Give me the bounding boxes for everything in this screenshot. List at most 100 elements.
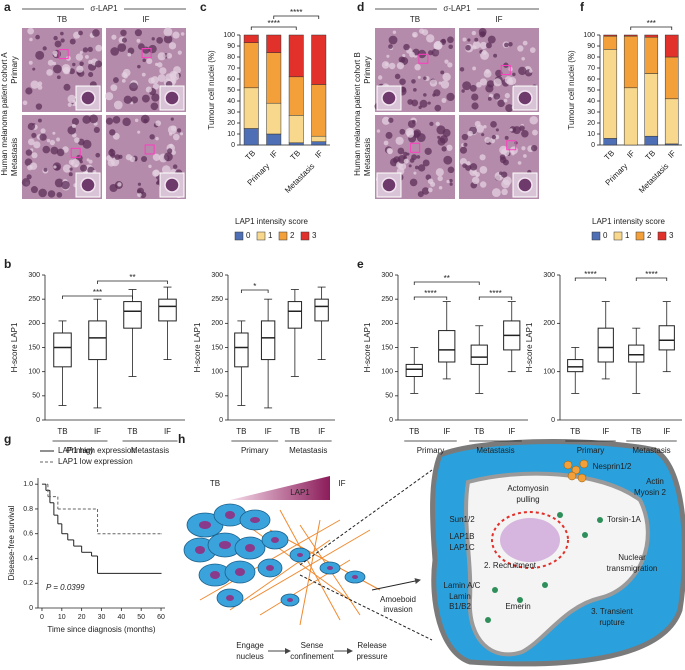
tissue-texture [123, 95, 132, 104]
tissue-texture [159, 67, 167, 75]
inset-nucleus [381, 90, 397, 106]
process-label: 3. Transient [591, 607, 634, 616]
tissue-texture [406, 130, 415, 138]
tissue-texture [42, 46, 47, 51]
y-tick-label: 100 [28, 369, 40, 376]
process-label: transmigration [607, 564, 658, 573]
tissue-texture [61, 64, 71, 73]
panel-label: b [4, 257, 11, 271]
tissue-texture [479, 154, 486, 161]
tissue-texture [137, 189, 142, 194]
tissue-texture [62, 164, 72, 173]
tissue-texture [508, 42, 513, 47]
panel-label: g [4, 432, 11, 446]
tissue-texture [438, 186, 443, 190]
y-tick-label: 90 [587, 43, 595, 50]
tissue-texture [383, 140, 389, 146]
tissue-texture [76, 65, 84, 73]
amoeboid-label: Amoeboid [380, 595, 416, 604]
bar-segment [644, 73, 659, 137]
tissue-texture [506, 78, 514, 86]
tissue-texture [95, 152, 101, 158]
tissue-texture [31, 132, 37, 138]
tissue-texture [54, 40, 62, 48]
bar-segment [243, 128, 259, 146]
tissue-texture [417, 75, 421, 79]
tissue-texture [47, 59, 54, 66]
protein-label: LAP1B [450, 532, 475, 541]
tissue-texture [32, 67, 36, 71]
box [314, 298, 329, 322]
tissue-texture [493, 78, 502, 87]
bar-segment [288, 142, 304, 146]
tissue-texture [167, 125, 177, 135]
tissue-texture [504, 42, 509, 48]
roi-box [506, 140, 517, 151]
tissue-texture [56, 148, 65, 157]
step-label: Engage [236, 641, 264, 650]
tissue-texture [30, 80, 39, 89]
tissue-texture [156, 37, 164, 44]
tissue-texture [180, 32, 185, 36]
tissue-texture [408, 164, 412, 168]
row-label: Primary [363, 56, 372, 84]
tissue-texture [441, 146, 447, 152]
y-tick-label: 30 [227, 109, 235, 116]
torsin-particles [485, 512, 603, 623]
tissue-texture [53, 165, 57, 169]
column-label: IF [142, 15, 149, 24]
tissue-texture [521, 146, 526, 151]
gradient-triangle [230, 476, 330, 500]
significance-label: ** [444, 274, 450, 283]
bar-segment [623, 35, 638, 89]
panel-label: e [357, 257, 364, 271]
tissue-texture [79, 61, 84, 66]
tissue-texture [27, 138, 35, 146]
group-label: Metastasis [131, 446, 169, 455]
y-tick-label: 0.4 [23, 555, 33, 562]
tissue-texture [398, 56, 406, 63]
significance-bracket [97, 280, 168, 284]
tissue-texture [396, 62, 405, 70]
tissue-texture [493, 93, 501, 100]
tissue-texture [161, 165, 171, 174]
tissue-texture [469, 163, 478, 171]
tissue-texture [441, 97, 447, 103]
tissue-texture [480, 51, 489, 60]
y-tick-label: 0 [36, 417, 40, 424]
tissue-texture [148, 77, 155, 84]
tissue-texture [146, 58, 153, 65]
tissue-texture [157, 52, 166, 61]
tissue-texture [120, 29, 127, 37]
x-tick-label: TB [57, 427, 67, 436]
bar-segment [664, 98, 679, 145]
roi-box [141, 48, 152, 59]
y-tick-label: 100 [583, 32, 595, 39]
tissue-texture [425, 174, 432, 181]
tissue-texture [31, 152, 38, 159]
tissue-texture [499, 156, 507, 164]
tissue-texture [52, 131, 56, 135]
tissue-texture [447, 166, 455, 174]
tissue-texture [111, 34, 117, 40]
x-tick-label: IF [318, 427, 325, 436]
tissue-texture [501, 188, 508, 196]
diagram-shapes [183, 439, 685, 667]
tissue-texture [449, 182, 453, 186]
tissue-texture [446, 179, 450, 184]
bar-segment [243, 42, 259, 89]
y-tick-label: 50 [385, 393, 393, 400]
tissue-texture [471, 93, 479, 101]
box [123, 301, 142, 329]
protein-label: Myosin 2 [634, 488, 667, 497]
tissue-texture [29, 37, 33, 42]
protein-label: Emerin [505, 602, 530, 611]
tissue-texture [459, 67, 465, 72]
x-tick-label: IF [666, 148, 677, 159]
tissue-texture [505, 104, 514, 113]
tissue-texture [42, 145, 51, 154]
tissue-texture [479, 166, 488, 174]
box [470, 344, 488, 365]
tissue-texture [414, 165, 419, 170]
y-tick-label: 100 [381, 369, 393, 376]
